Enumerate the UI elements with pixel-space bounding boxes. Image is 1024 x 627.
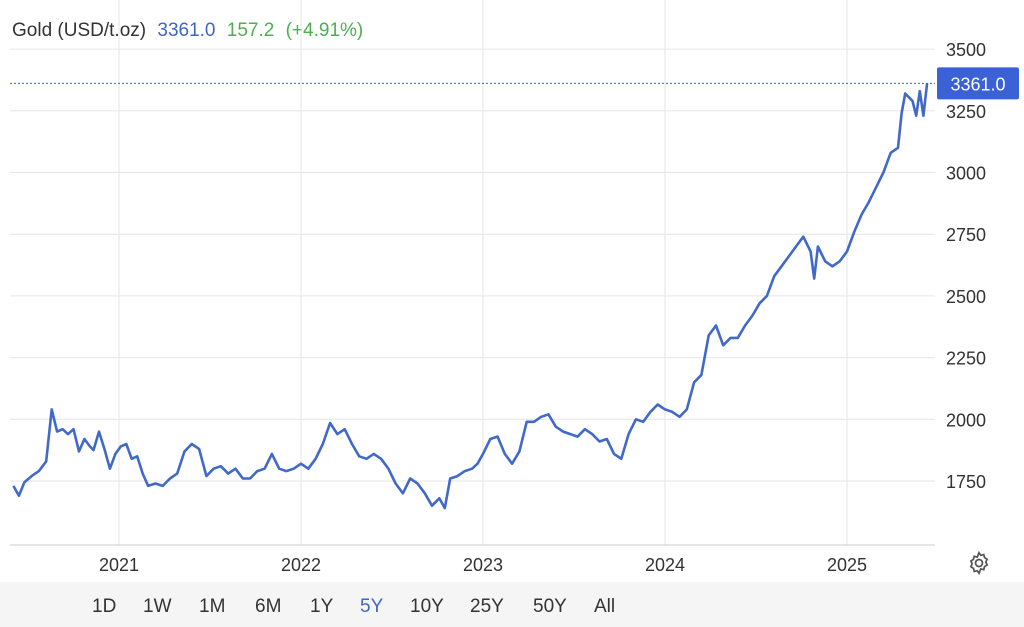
x-tick-label: 2024 bbox=[645, 555, 685, 575]
range-button-10y[interactable]: 10Y bbox=[410, 596, 444, 617]
x-tick-label: 2022 bbox=[281, 555, 321, 575]
y-tick-label: 2750 bbox=[946, 225, 986, 245]
x-tick-label: 2023 bbox=[463, 555, 503, 575]
range-button-1d[interactable]: 1D bbox=[92, 596, 117, 617]
time-range-bar: 1D 1W 1M 6M 1Y 5Y 10Y 25Y 50Y All bbox=[0, 582, 1024, 627]
chart-header: Gold (USD/t.oz) 3361.0 157.2 (+4.91%) bbox=[12, 20, 369, 42]
price-line bbox=[12, 83, 929, 510]
range-button-1m[interactable]: 1M bbox=[199, 596, 226, 617]
y-tick-label: 3000 bbox=[946, 164, 986, 184]
gear-icon[interactable] bbox=[966, 550, 992, 576]
instrument-name: Gold (USD/t.oz) bbox=[12, 20, 147, 41]
price-chart[interactable]: 3500 3250 3000 2750 2500 2250 2000 1750 2021 2022… bbox=[0, 0, 1024, 580]
range-button-50y[interactable]: 50Y bbox=[533, 596, 567, 617]
y-tick-label: 3250 bbox=[946, 102, 986, 122]
range-button-all[interactable]: All bbox=[594, 596, 616, 617]
current-price-tag-label: 3361.0 bbox=[950, 74, 1005, 94]
range-button-5y[interactable]: 5Y bbox=[360, 596, 384, 617]
x-tick-label: 2025 bbox=[827, 555, 867, 575]
y-tick-label: 1750 bbox=[946, 472, 986, 492]
range-button-6m[interactable]: 6M bbox=[255, 596, 282, 617]
current-price: 3361.0 bbox=[157, 20, 216, 41]
range-button-1w[interactable]: 1W bbox=[143, 596, 172, 617]
y-tick-label: 2000 bbox=[946, 410, 986, 430]
x-tick-label: 2021 bbox=[99, 555, 139, 575]
range-button-1y[interactable]: 1Y bbox=[310, 596, 334, 617]
current-price-tag bbox=[937, 67, 1019, 100]
y-tick-label: 3500 bbox=[946, 40, 986, 60]
y-tick-label: 2250 bbox=[946, 349, 986, 369]
price-change: 157.2 bbox=[226, 20, 275, 41]
range-button-25y[interactable]: 25Y bbox=[470, 596, 504, 617]
y-tick-label: 2500 bbox=[946, 287, 986, 307]
price-change-percent: (+4.91%) bbox=[285, 20, 364, 41]
